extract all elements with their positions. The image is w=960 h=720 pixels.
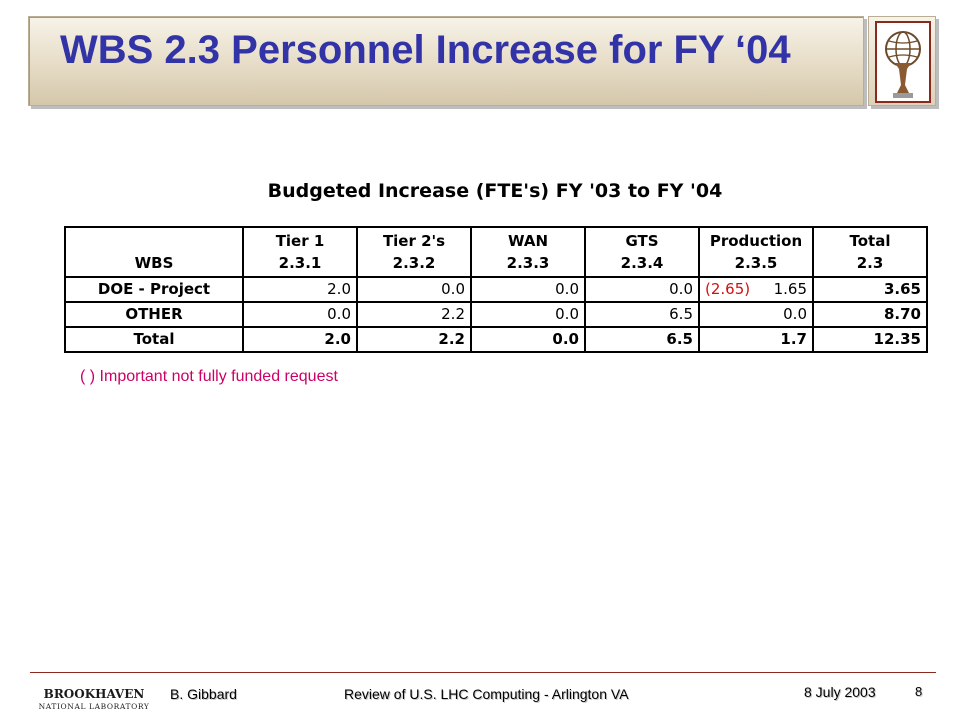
table-cell: 6.5 (584, 301, 700, 328)
table-cell: 1.7 (698, 326, 814, 353)
table-cell: 2.2 (356, 301, 472, 328)
table-cell: (2.65) 1.65 (698, 276, 814, 303)
header-name: Production (709, 232, 803, 250)
header-name: Tier 1 (275, 232, 325, 250)
budget-table: WBS Tier 1 2.3.1 Tier 2's 2.3.2 WAN 2.3.3 G… (64, 226, 928, 353)
row-label: DOE - Project (64, 276, 244, 303)
table-cell: 2.2 (356, 326, 472, 353)
table-cell: 0.0 (470, 276, 586, 303)
header-cell: Tier 2's 2.3.2 (356, 226, 472, 278)
atlas-logo (868, 16, 936, 106)
table-row: OTHER 0.0 2.2 0.0 6.5 0.0 8.70 (64, 301, 928, 328)
table-header-row: WBS Tier 1 2.3.1 Tier 2's 2.3.2 WAN 2.3.3 G… (64, 226, 928, 278)
header-code: 2.3.2 (392, 254, 436, 272)
table-cell: 2.0 (242, 326, 358, 353)
table-cell: 8.70 (812, 301, 928, 328)
logo-top-text: BROOKHAVEN (44, 687, 145, 701)
production-value: 1.65 (773, 280, 807, 298)
table-caption: Budgeted Increase (FTE's) FY '03 to FY '… (267, 180, 723, 202)
footer-event: Review of U.S. LHC Computing - Arlington… (344, 686, 629, 702)
table-cell: 3.65 (812, 276, 928, 303)
footer-date: 8 July 2003 (804, 684, 876, 700)
footer-author: B. Gibbard (170, 686, 237, 702)
table-cell: 0.0 (356, 276, 472, 303)
header-cell: Production 2.3.5 (698, 226, 814, 278)
header-name: GTS (625, 232, 659, 250)
table-cell: 12.35 (812, 326, 928, 353)
header-code: 2.3.3 (506, 254, 550, 272)
page-number: 8 (915, 684, 923, 699)
header-code: 2.3.5 (734, 254, 778, 272)
table-cell: 0.0 (470, 326, 586, 353)
header-code: 2.3.1 (278, 254, 322, 272)
atlas-statue-icon (875, 21, 931, 103)
table-cell: 2.0 (242, 276, 358, 303)
table-cell: 0.0 (470, 301, 586, 328)
header-cell: WBS (64, 226, 244, 278)
brookhaven-logo: BROOKHAVEN NATIONAL LABORATORY (32, 686, 156, 712)
header-name: WAN (507, 232, 549, 250)
header-cell: Tier 1 2.3.1 (242, 226, 358, 278)
slide-title: WBS 2.3 Personnel Increase for FY ‘04 (60, 28, 791, 72)
table-cell: 0.0 (584, 276, 700, 303)
footer-divider (30, 672, 936, 673)
header-wbs: WBS (134, 254, 174, 272)
table-row: DOE - Project 2.0 0.0 0.0 0.0 (2.65) 1.65… (64, 276, 928, 303)
table-row-total: Total 2.0 2.2 0.0 6.5 1.7 12.35 (64, 326, 928, 353)
table-cell: 6.5 (584, 326, 700, 353)
unfunded-request-value: (2.65) (705, 280, 751, 298)
header-code: 2.3 (856, 254, 884, 272)
table-cell: 0.0 (698, 301, 814, 328)
header-name: Total (849, 232, 891, 250)
header-cell: WAN 2.3.3 (470, 226, 586, 278)
header-name: Tier 2's (382, 232, 446, 250)
title-bar (28, 16, 864, 106)
row-label: OTHER (64, 301, 244, 328)
table-cell: 0.0 (242, 301, 358, 328)
logo-bottom-text: NATIONAL LABORATORY (39, 702, 150, 711)
header-cell: Total 2.3 (812, 226, 928, 278)
header-cell: GTS 2.3.4 (584, 226, 700, 278)
row-label: Total (64, 326, 244, 353)
header-code: 2.3.4 (620, 254, 664, 272)
footnote: ( ) Important not fully funded request (80, 368, 338, 385)
